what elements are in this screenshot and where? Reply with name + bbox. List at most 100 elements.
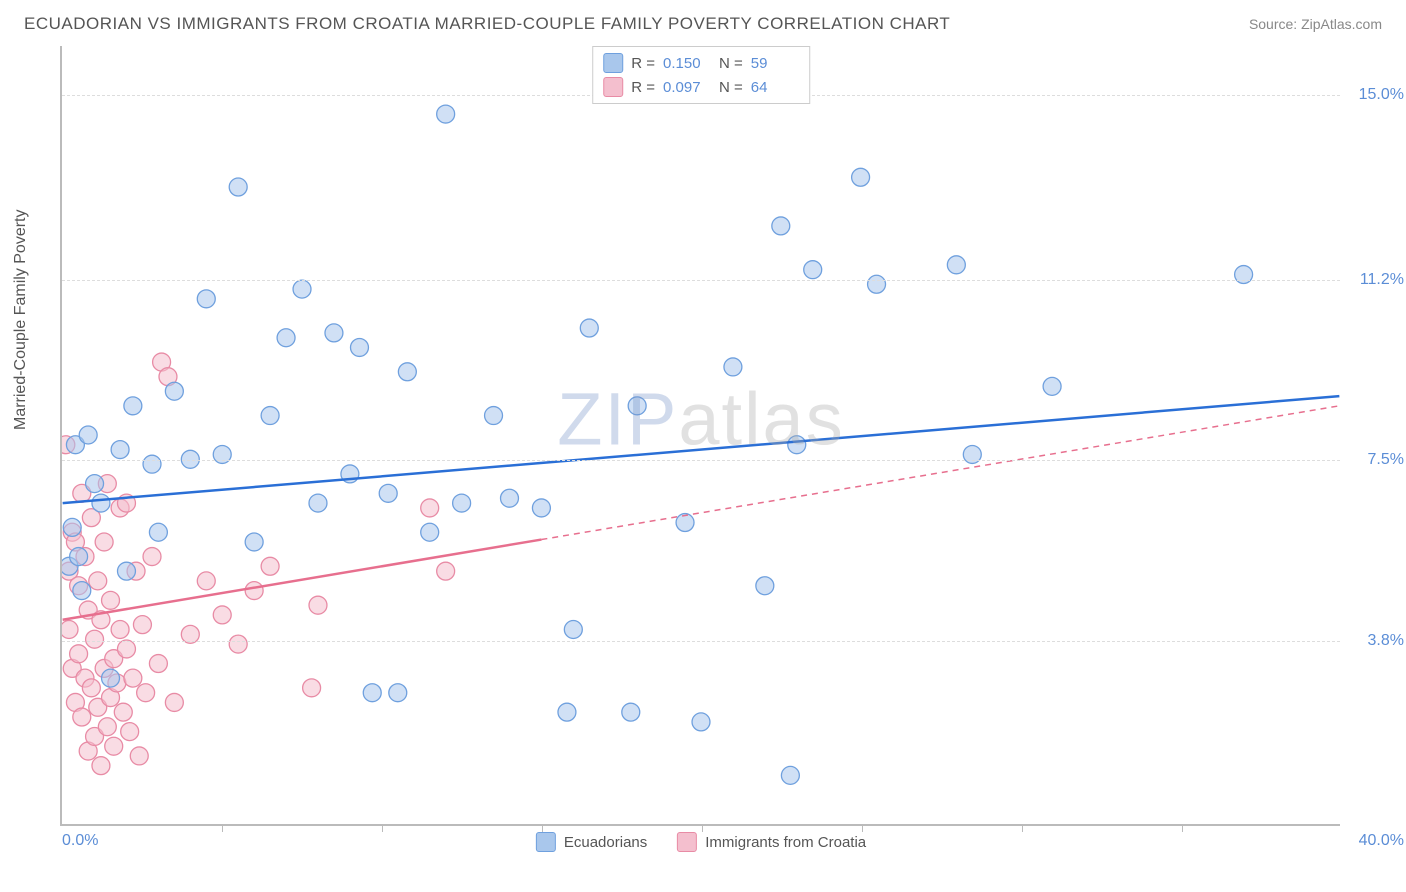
- source-attribution: Source: ZipAtlas.com: [1249, 16, 1382, 32]
- data-point: [98, 718, 116, 736]
- data-point: [756, 577, 774, 595]
- legend-swatch: [603, 77, 623, 97]
- x-tick-mark: [1182, 824, 1183, 832]
- data-point: [293, 280, 311, 298]
- data-point: [398, 363, 416, 381]
- legend-n-value: 59: [751, 55, 799, 72]
- data-point: [137, 684, 155, 702]
- legend-n-value: 64: [751, 79, 799, 96]
- data-point: [692, 713, 710, 731]
- data-point: [947, 256, 965, 274]
- data-point: [111, 441, 129, 459]
- legend-label: Ecuadorians: [564, 834, 647, 851]
- x-axis-max: 40.0%: [1359, 832, 1404, 850]
- data-point: [149, 655, 167, 673]
- data-point: [389, 684, 407, 702]
- x-tick-mark: [1022, 824, 1023, 832]
- legend-swatch: [677, 832, 697, 852]
- data-point: [852, 168, 870, 186]
- chart-area: ZIPatlas R =0.150N =59R =0.097N =64 3.8%…: [60, 46, 1340, 826]
- scatter-plot: [62, 46, 1340, 824]
- data-point: [95, 533, 113, 551]
- data-point: [118, 562, 136, 580]
- data-point: [92, 494, 110, 512]
- data-point: [102, 591, 120, 609]
- data-point: [724, 358, 742, 376]
- data-point: [772, 217, 790, 235]
- x-axis-min: 0.0%: [62, 832, 98, 850]
- data-point: [133, 616, 151, 634]
- data-point: [143, 548, 161, 566]
- data-point: [309, 494, 327, 512]
- legend-r-value: 0.097: [663, 79, 711, 96]
- data-point: [379, 484, 397, 502]
- y-axis-label: Married-Couple Family Poverty: [12, 209, 30, 430]
- data-point: [70, 645, 88, 663]
- data-point: [105, 737, 123, 755]
- data-point: [124, 397, 142, 415]
- y-tick-label: 11.2%: [1360, 271, 1404, 289]
- data-point: [804, 261, 822, 279]
- data-point: [351, 338, 369, 356]
- y-tick-label: 15.0%: [1359, 86, 1404, 104]
- data-point: [70, 548, 88, 566]
- legend-item: Immigrants from Croatia: [677, 832, 866, 852]
- data-point: [261, 407, 279, 425]
- data-point: [485, 407, 503, 425]
- legend-swatch: [536, 832, 556, 852]
- data-point: [564, 621, 582, 639]
- data-point: [118, 640, 136, 658]
- data-point: [130, 747, 148, 765]
- trend-line-extrapolated: [541, 406, 1339, 540]
- data-point: [421, 523, 439, 541]
- data-point: [532, 499, 550, 517]
- data-point: [245, 582, 263, 600]
- legend-r-value: 0.150: [663, 55, 711, 72]
- data-point: [781, 766, 799, 784]
- gridline: [62, 280, 1340, 281]
- series-legend: Ecuadorians Immigrants from Croatia: [536, 832, 866, 852]
- data-point: [114, 703, 132, 721]
- correlation-legend: R = 0.150 N = 59 R =0.097N =64: [592, 46, 810, 104]
- data-point: [325, 324, 343, 342]
- data-point: [453, 494, 471, 512]
- data-point: [79, 426, 97, 444]
- data-point: [165, 693, 183, 711]
- data-point: [363, 684, 381, 702]
- trend-line: [63, 396, 1340, 503]
- data-point: [501, 489, 519, 507]
- data-point: [245, 533, 263, 551]
- legend-r-label: R =: [631, 55, 655, 72]
- data-point: [628, 397, 646, 415]
- data-point: [1043, 377, 1061, 395]
- data-point: [303, 679, 321, 697]
- x-tick-mark: [862, 824, 863, 832]
- data-point: [676, 514, 694, 532]
- legend-swatch: [603, 53, 623, 73]
- data-point: [73, 708, 91, 726]
- x-tick-mark: [382, 824, 383, 832]
- data-point: [149, 523, 167, 541]
- gridline: [62, 460, 1340, 461]
- data-point: [261, 557, 279, 575]
- data-point: [421, 499, 439, 517]
- x-tick-mark: [702, 824, 703, 832]
- data-point: [102, 669, 120, 687]
- data-point: [165, 382, 183, 400]
- data-point: [197, 290, 215, 308]
- data-point: [868, 275, 886, 293]
- data-point: [622, 703, 640, 721]
- data-point: [89, 572, 107, 590]
- data-point: [121, 723, 139, 741]
- legend-row: R =0.097N =64: [603, 75, 799, 99]
- data-point: [143, 455, 161, 473]
- data-point: [86, 630, 104, 648]
- data-point: [92, 757, 110, 775]
- data-point: [437, 105, 455, 123]
- data-point: [86, 475, 104, 493]
- data-point: [73, 582, 91, 600]
- legend-n-label: N =: [719, 55, 743, 72]
- data-point: [558, 703, 576, 721]
- chart-title: ECUADORIAN VS IMMIGRANTS FROM CROATIA MA…: [24, 14, 950, 34]
- data-point: [788, 436, 806, 454]
